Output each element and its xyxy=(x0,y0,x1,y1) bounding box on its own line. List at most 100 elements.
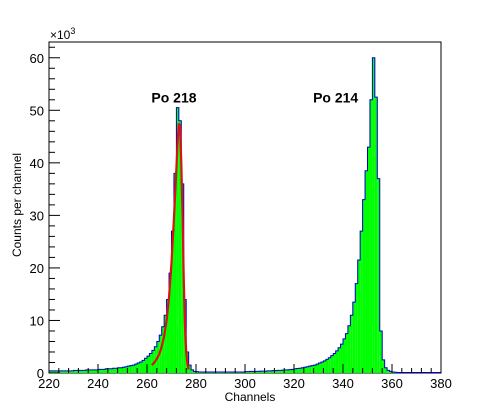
histogram-bin xyxy=(66,370,69,373)
histogram-bin xyxy=(73,370,76,373)
histogram-bin xyxy=(286,369,290,373)
histogram-bin xyxy=(291,369,294,373)
y-tick-label: 10 xyxy=(30,313,44,328)
histogram-bin xyxy=(151,350,155,373)
axis-ticks xyxy=(48,46,442,374)
histogram-bin xyxy=(269,370,272,373)
histogram-bin xyxy=(357,260,361,373)
histogram-bin xyxy=(78,370,81,373)
histogram-bin xyxy=(338,347,341,373)
histogram-bin xyxy=(254,371,258,373)
histogram-bin xyxy=(333,353,336,373)
histogram-bin xyxy=(323,360,326,373)
histogram-bin xyxy=(249,371,253,373)
histogram-bin xyxy=(149,353,152,373)
histogram-bin xyxy=(107,368,111,373)
histogram-bin xyxy=(257,371,260,373)
y-tick-label: 0 xyxy=(37,366,44,381)
histogram-bin xyxy=(117,367,121,373)
histogram-bin xyxy=(362,199,366,373)
histogram-bin xyxy=(237,371,241,373)
histogram-bin xyxy=(382,359,385,373)
histogram-bin xyxy=(279,370,282,373)
x-axis-title: Channels xyxy=(225,390,276,404)
histogram-bin xyxy=(139,361,143,373)
tick-labels: 220 240 260 280 300 320 340 360 380 0 10 20 30 40 50 60 xyxy=(30,51,452,391)
histogram-bin xyxy=(289,369,292,373)
histogram-bin xyxy=(83,370,86,373)
histogram-bin xyxy=(247,371,250,373)
y-tick-label: 50 xyxy=(30,103,44,118)
histogram-bin xyxy=(345,333,348,373)
x-tick-label: 220 xyxy=(38,376,60,391)
histogram-bin xyxy=(235,371,238,373)
x-tick-label: 360 xyxy=(381,376,403,391)
plot-frame xyxy=(48,41,442,374)
histogram-bin xyxy=(95,369,98,373)
histogram-bin xyxy=(296,368,299,373)
histogram-bin xyxy=(161,326,165,373)
y-tick-label: 60 xyxy=(30,51,44,66)
histogram-bin xyxy=(267,370,270,373)
histogram-bin xyxy=(340,344,343,373)
histogram-bin xyxy=(142,360,145,373)
histogram-bin xyxy=(196,371,199,373)
peak-label-po214: Po 214 xyxy=(313,89,358,105)
histogram-bin xyxy=(242,371,245,373)
histogram-bin xyxy=(49,370,52,373)
histogram-bin xyxy=(90,369,94,373)
histogram-bin xyxy=(213,371,216,373)
histogram-bin xyxy=(200,371,204,373)
histogram-bin xyxy=(102,369,106,373)
histogram-bin xyxy=(367,147,370,373)
histogram-bin xyxy=(372,57,375,374)
histogram-bin xyxy=(115,368,118,373)
histogram-bin xyxy=(58,370,62,373)
histogram-bin xyxy=(316,364,319,373)
histogram-bin xyxy=(110,368,113,373)
histogram-bin xyxy=(166,299,170,373)
histogram-bin xyxy=(245,371,248,373)
histogram-bin xyxy=(335,350,339,373)
histogram-bin xyxy=(88,369,91,373)
histogram-bin xyxy=(181,183,184,373)
histogram-bin xyxy=(301,367,304,373)
histogram-bin xyxy=(350,315,353,373)
histogram-bin xyxy=(284,369,287,373)
x-tick-label: 340 xyxy=(332,376,354,391)
histogram-bin xyxy=(75,370,79,373)
histogram-bin xyxy=(171,231,174,373)
histogram-bin xyxy=(374,97,378,374)
histogram-bin xyxy=(137,363,140,373)
histogram-bin xyxy=(384,367,388,373)
histogram-bin xyxy=(252,371,255,373)
histogram-bin xyxy=(343,338,346,373)
x-tick-label: 300 xyxy=(234,376,256,391)
histogram-bin xyxy=(215,371,219,373)
histogram-bin xyxy=(225,371,228,373)
histogram-bin xyxy=(259,371,263,373)
histogram-bin xyxy=(276,370,280,373)
histogram-bin xyxy=(191,369,194,373)
histogram-bin xyxy=(218,371,221,373)
histogram-bin xyxy=(320,361,324,373)
histogram-bin xyxy=(124,366,128,373)
y-tick-label: 40 xyxy=(30,156,44,171)
y-multiplier-label: ×103 xyxy=(50,26,75,42)
histogram-bin xyxy=(169,273,172,373)
histogram-bin xyxy=(347,325,351,373)
histogram-bin xyxy=(98,369,101,373)
histogram-bin xyxy=(311,365,314,373)
histogram-bin xyxy=(369,99,373,374)
x-tick-label: 260 xyxy=(136,376,158,391)
histogram-bin xyxy=(377,178,380,373)
histogram-bin xyxy=(147,356,150,373)
histogram-bin xyxy=(68,370,72,373)
histogram-bin xyxy=(392,371,395,373)
histogram-bin xyxy=(129,365,133,373)
histogram-bin xyxy=(164,315,167,373)
histogram-bin xyxy=(210,371,214,373)
histogram-bin xyxy=(134,364,138,373)
histogram-bin xyxy=(355,283,358,373)
histogram-bin xyxy=(105,368,108,373)
